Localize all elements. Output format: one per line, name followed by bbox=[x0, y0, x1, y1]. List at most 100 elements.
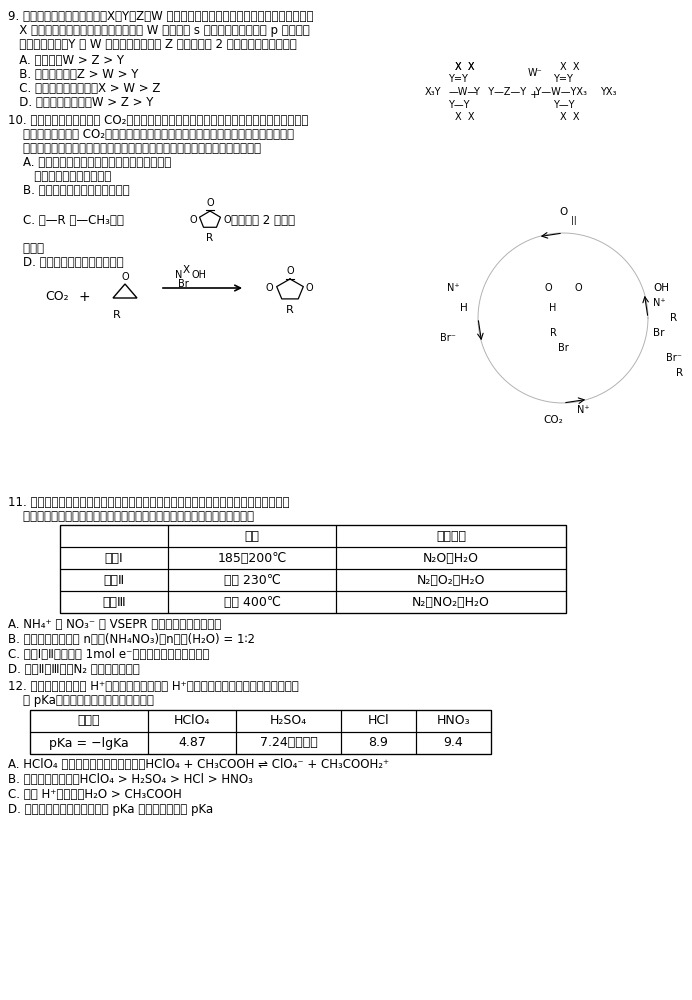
Text: R: R bbox=[113, 310, 121, 320]
Text: B. 该过程有极性键的断裂与形成: B. 该过程有极性键的断裂与形成 bbox=[8, 184, 129, 197]
Text: O: O bbox=[559, 207, 567, 217]
Text: N: N bbox=[175, 270, 183, 280]
Bar bbox=[236, 732, 341, 754]
Text: C. 若—R 为—CH₃，则: C. 若—R 为—CH₃，则 bbox=[8, 214, 124, 227]
Bar bbox=[416, 732, 491, 754]
Text: O: O bbox=[544, 283, 552, 293]
Text: A. HClO₄ 在冰醋酸中的电离方程式：HClO₄ + CH₃COOH ⇌ ClO₄⁻ + CH₃COOH₂⁺: A. HClO₄ 在冰醋酸中的电离方程式：HClO₄ + CH₃COOH ⇌ C… bbox=[8, 758, 389, 771]
Text: 8.9: 8.9 bbox=[369, 736, 388, 750]
Text: N₂O、H₂O: N₂O、H₂O bbox=[423, 552, 479, 564]
Text: X: X bbox=[183, 265, 190, 275]
Text: C. 结合 H⁺的能力：H₂O > CH₃COOH: C. 结合 H⁺的能力：H₂O > CH₃COOH bbox=[8, 788, 182, 801]
Text: W⁻: W⁻ bbox=[528, 68, 543, 78]
Bar bbox=[341, 710, 416, 732]
Bar bbox=[30, 732, 148, 754]
Text: 反应Ⅰ: 反应Ⅰ bbox=[104, 552, 123, 564]
Text: 高于 400℃: 高于 400℃ bbox=[224, 595, 280, 608]
Bar bbox=[236, 710, 341, 732]
Text: H: H bbox=[460, 303, 468, 313]
Text: R: R bbox=[206, 233, 214, 243]
Text: A. 三乙基羟乙基溴化铵的催化活性可能优于无: A. 三乙基羟乙基溴化铵的催化活性可能优于无 bbox=[8, 156, 171, 169]
Text: X  X: X X bbox=[455, 62, 475, 72]
Bar bbox=[148, 710, 236, 732]
Text: O: O bbox=[206, 198, 214, 208]
Text: 9.4: 9.4 bbox=[444, 736, 464, 750]
Text: 12. 已知溶剂分子结合 H⁺的能力会影响酸给出 H⁺的能力，某温度下部分酸在冰醋酸中: 12. 已知溶剂分子结合 H⁺的能力会影响酸给出 H⁺的能力，某温度下部分酸在冰… bbox=[8, 680, 299, 693]
Bar bbox=[168, 525, 336, 547]
Text: 高于 230℃: 高于 230℃ bbox=[224, 574, 280, 586]
Text: HNO₃: HNO₃ bbox=[437, 714, 471, 728]
Bar bbox=[168, 547, 336, 569]
Bar bbox=[336, 547, 566, 569]
Text: R: R bbox=[286, 305, 294, 315]
Text: YX₃: YX₃ bbox=[600, 87, 617, 97]
Text: Br: Br bbox=[653, 328, 664, 338]
Text: 185～200℃: 185～200℃ bbox=[217, 552, 286, 564]
Text: O: O bbox=[286, 266, 294, 276]
Text: X 原子的电子只有一种自旋取向，基态 W 原子核外 s 能级上的电子总数与 p 能级上的: X 原子的电子只有一种自旋取向，基态 W 原子核外 s 能级上的电子总数与 p … bbox=[8, 24, 310, 37]
Text: Y   Y—Z—Y   Y—W—YX₃: Y Y—Z—Y Y—W—YX₃ bbox=[473, 87, 587, 97]
Bar bbox=[336, 569, 566, 591]
Bar bbox=[336, 591, 566, 613]
Text: N₂、NO₂、H₂O: N₂、NO₂、H₂O bbox=[412, 595, 490, 608]
Bar bbox=[60, 591, 168, 613]
Text: 爆炸。硝酸铵在不同温度下受热分解的产物如下表所示。下列说法正确的是: 爆炸。硝酸铵在不同温度下受热分解的产物如下表所示。下列说法正确的是 bbox=[8, 510, 254, 523]
Bar bbox=[148, 732, 236, 754]
Text: 9. 某液晶分子结构如图所示，X、Y、Z、W 为原子序数依次增大的短周期非金属元素，基态: 9. 某液晶分子结构如图所示，X、Y、Z、W 为原子序数依次增大的短周期非金属元… bbox=[8, 10, 313, 23]
Text: 11. 氧化性酸的铵盐受热分解过程中铵被氧化，产物中有大量气体，因此受热往往会发生: 11. 氧化性酸的铵盐受热分解过程中铵被氧化，产物中有大量气体，因此受热往往会发… bbox=[8, 496, 289, 509]
Text: +: + bbox=[530, 90, 539, 100]
Text: 的 pKa如下表所示。下列说法错误的是: 的 pKa如下表所示。下列说法错误的是 bbox=[8, 694, 154, 707]
Bar bbox=[30, 710, 491, 754]
Text: 10. 为实现碳达峰，可以将 CO₂进行碳捕集、利用与封存。科学研究发现，羟基季铵盐离子: 10. 为实现碳达峰，可以将 CO₂进行碳捕集、利用与封存。科学研究发现，羟基季… bbox=[8, 114, 309, 127]
Text: Y=Y: Y=Y bbox=[448, 74, 468, 84]
Text: 温度: 温度 bbox=[244, 530, 260, 542]
Text: N⁺: N⁺ bbox=[576, 405, 590, 415]
Text: 4.87: 4.87 bbox=[178, 736, 206, 750]
Text: HClO₄: HClO₄ bbox=[174, 714, 210, 728]
Text: Br: Br bbox=[178, 279, 189, 289]
Text: Br⁻: Br⁻ bbox=[666, 353, 682, 363]
Bar bbox=[416, 710, 491, 732]
Text: O: O bbox=[121, 272, 129, 282]
Text: O: O bbox=[574, 283, 582, 293]
Text: N₂、O₂、H₂O: N₂、O₂、H₂O bbox=[417, 574, 485, 586]
Text: A. 电负性：W > Z > Y: A. 电负性：W > Z > Y bbox=[8, 54, 124, 67]
Text: 反应Ⅱ: 反应Ⅱ bbox=[103, 574, 125, 586]
Text: +: + bbox=[78, 290, 90, 304]
Text: Y—Y: Y—Y bbox=[553, 100, 574, 110]
Text: 分解产物: 分解产物 bbox=[436, 530, 466, 542]
Text: D. 相同温度下醋酸在液氨中的 pKa 大于其在水中的 pKa: D. 相同温度下醋酸在液氨中的 pKa 大于其在水中的 pKa bbox=[8, 803, 213, 816]
Text: CO₂: CO₂ bbox=[543, 415, 563, 425]
Text: 分子式: 分子式 bbox=[78, 714, 100, 728]
Text: B. 三个反应中，均有 n消耗(NH₄NO₃)：n生成(H₂O) = 1∶2: B. 三个反应中，均有 n消耗(NH₄NO₃)：n生成(H₂O) = 1∶2 bbox=[8, 633, 255, 646]
Text: C. 常见单质分子键能：X > W > Z: C. 常见单质分子键能：X > W > Z bbox=[8, 82, 161, 95]
Text: OH: OH bbox=[653, 283, 669, 293]
Text: X  X: X X bbox=[560, 62, 579, 72]
Text: CO₂: CO₂ bbox=[45, 290, 69, 303]
Text: 分子中有 2 个手性: 分子中有 2 个手性 bbox=[231, 214, 295, 227]
Text: X₃Y: X₃Y bbox=[425, 87, 441, 97]
Text: R: R bbox=[676, 368, 683, 378]
Text: O: O bbox=[305, 283, 313, 293]
Text: X  X: X X bbox=[455, 62, 475, 72]
Text: Br⁻: Br⁻ bbox=[440, 333, 456, 343]
Text: —W—: —W— bbox=[449, 87, 478, 97]
Text: R: R bbox=[549, 328, 556, 338]
Text: OH: OH bbox=[192, 270, 207, 280]
Text: 电子总数相等，Y 与 W 的质子数之和等于 Z 的质子数的 2 倍。下列说法错误的是: 电子总数相等，Y 与 W 的质子数之和等于 Z 的质子数的 2 倍。下列说法错误… bbox=[8, 38, 297, 51]
Text: HCl: HCl bbox=[367, 714, 390, 728]
Bar bbox=[60, 569, 168, 591]
Text: D. 该过程的总反应式可表示为: D. 该过程的总反应式可表示为 bbox=[8, 256, 124, 269]
Text: 7.24（一级）: 7.24（一级） bbox=[260, 736, 318, 750]
Text: R: R bbox=[670, 313, 677, 323]
Text: N⁺: N⁺ bbox=[653, 298, 666, 308]
Text: A. NH₄⁺ 和 NO₃⁻ 的 VSEPR 模型名称均为四面体形: A. NH₄⁺ 和 NO₃⁻ 的 VSEPR 模型名称均为四面体形 bbox=[8, 618, 221, 631]
Text: X  X: X X bbox=[455, 112, 475, 122]
Text: 反应Ⅲ: 反应Ⅲ bbox=[102, 595, 126, 608]
Text: B. 在冰醋酸中酸性：HClO₄ > H₂SO₄ > HCl > HNO₃: B. 在冰醋酸中酸性：HClO₄ > H₂SO₄ > HCl > HNO₃ bbox=[8, 773, 253, 786]
Bar bbox=[60, 525, 168, 547]
Text: ||: || bbox=[571, 216, 576, 225]
Text: O: O bbox=[265, 283, 273, 293]
Text: 离子液体三乙基羟乙基溴化铵催化此反应的机理如图所示。下列说法错误的是: 离子液体三乙基羟乙基溴化铵催化此反应的机理如图所示。下列说法错误的是 bbox=[8, 142, 261, 155]
Text: Y—Y: Y—Y bbox=[448, 100, 469, 110]
